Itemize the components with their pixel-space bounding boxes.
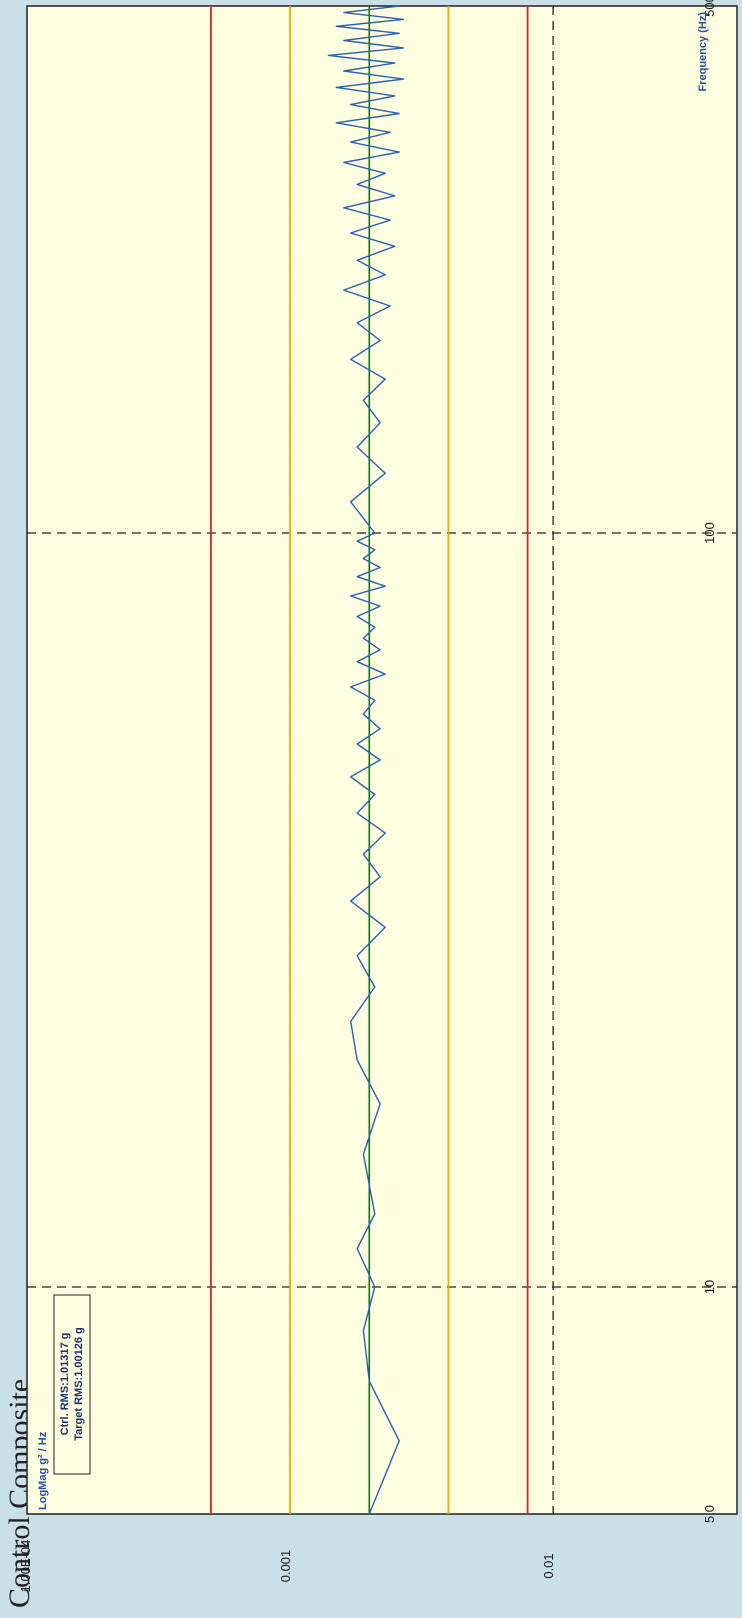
- series-line-control: [327, 5, 405, 1515]
- control-series: [327, 5, 405, 1515]
- x-tick-labels: 5.0 10 100 500: [702, 0, 717, 1523]
- x-tick-label: 5.0: [702, 1505, 717, 1523]
- x-tick-label: 100: [702, 522, 717, 544]
- legend-entry-ctrl: Ctrl. RMS:1.01317 g: [59, 1333, 71, 1436]
- limit-lines: [209, 6, 529, 1514]
- y-tick-label: 0.001: [278, 1550, 293, 1583]
- y-tick-label: 0.01: [541, 1553, 556, 1578]
- y-tick-labels: 1.00E-04 0.001 0.01: [18, 1540, 556, 1593]
- plot-area: [26, 5, 738, 1515]
- x-unit-label: Frequency (Hz): [697, 12, 709, 92]
- x-tick-label: 500: [702, 0, 717, 17]
- legend-box: [53, 1294, 91, 1475]
- legend: Ctrl. RMS:1.01317 g Target RMS:1.00126 g: [53, 1294, 91, 1475]
- x-tick-label: 10: [702, 1280, 717, 1294]
- y-tick-label: 1.00E-04: [18, 1540, 33, 1593]
- legend-entry-target: Target RMS:1.00126 g: [73, 1327, 85, 1441]
- y-unit-label: LogMag g² / Hz: [37, 1431, 49, 1510]
